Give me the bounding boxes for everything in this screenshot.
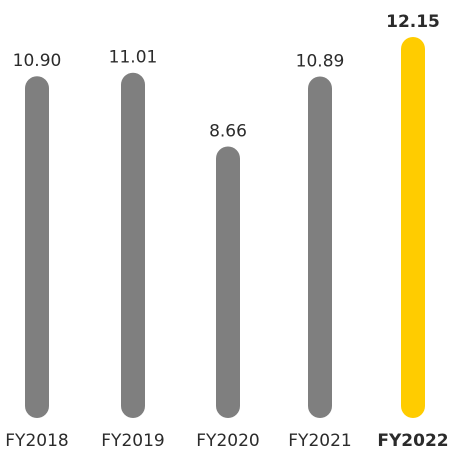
value-label-fy2022: 12.15 [386,12,440,32]
category-label-fy2019: FY2019 [101,431,164,451]
value-label-fy2018: 10.90 [13,51,62,71]
bar-fy2022 [401,37,425,418]
value-label-fy2020: 8.66 [209,121,247,141]
category-label-fy2022: FY2022 [377,431,448,451]
bar-fy2019 [121,72,145,419]
category-label-fy2021: FY2021 [288,431,351,451]
value-label-fy2019: 11.01 [109,48,158,68]
value-label-fy2021: 10.89 [296,52,345,72]
category-label-fy2018: FY2018 [5,431,68,451]
bar-fy2018 [25,76,49,418]
category-label-fy2020: FY2020 [196,431,259,451]
bar-fy2021 [308,76,332,418]
bar-fy2020 [216,146,240,418]
